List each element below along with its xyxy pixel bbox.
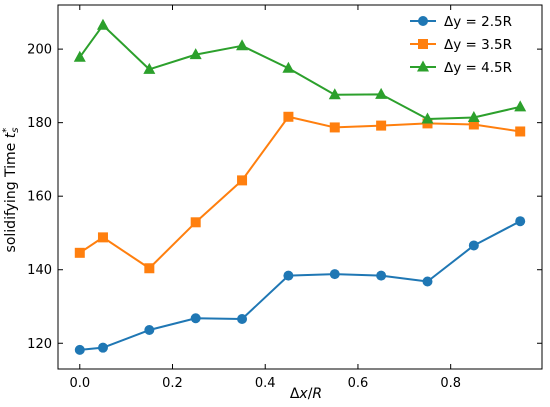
legend-marker — [418, 39, 428, 49]
plot-frame — [57, 4, 543, 370]
data-point — [73, 50, 86, 62]
x-axis-label: Δx/R — [290, 386, 322, 402]
data-point — [236, 39, 249, 51]
legend-entry-3: Δy = 4.5R — [410, 60, 512, 76]
data-point — [375, 87, 388, 99]
y-axis-label-text: solidifying Time — [3, 138, 19, 252]
y-axis-label-s: s — [10, 128, 21, 133]
data-point — [515, 216, 526, 227]
data-point — [421, 112, 434, 124]
y-axis-label-star: * — [1, 128, 12, 133]
data-point — [189, 48, 202, 60]
data-point — [283, 270, 294, 281]
data-point — [329, 122, 340, 133]
x-tick-label: 0.8 — [440, 376, 461, 391]
legend-label: Δy = 4.5R — [444, 60, 512, 76]
legend-marker — [418, 16, 428, 26]
x-tick-label: 0.4 — [255, 376, 276, 391]
data-point — [376, 270, 387, 281]
y-axis-label: solidifying Time t*s — [1, 128, 21, 253]
data-point — [283, 111, 294, 122]
series-layer — [73, 18, 527, 355]
legend-entry-2: Δy = 3.5R — [410, 37, 512, 53]
legend-label: Δy = 3.5R — [444, 37, 512, 53]
data-point — [422, 276, 433, 287]
data-point — [328, 88, 341, 100]
y-axis-label-t: t — [3, 132, 19, 138]
y-tick-label: 140 — [27, 263, 52, 278]
y-tick-label: 120 — [27, 337, 52, 352]
data-point — [237, 313, 248, 324]
x-axis-label-delta: Δ — [290, 386, 300, 402]
data-point — [96, 18, 109, 30]
data-point — [74, 247, 85, 258]
x-axis-label-x: x — [298, 386, 308, 402]
data-point — [74, 344, 85, 355]
legend: Δy = 2.5R Δy = 3.5R Δy = 4.5R — [410, 14, 512, 76]
y-tick-label: 180 — [27, 116, 52, 131]
plot-area — [57, 4, 543, 370]
x-tick-label: 0.0 — [69, 376, 90, 391]
x-tick-label: 0.6 — [348, 376, 369, 391]
data-point — [144, 325, 155, 336]
data-point — [282, 61, 295, 73]
series-3 — [73, 18, 527, 124]
legend-marker — [417, 60, 429, 72]
data-point — [468, 119, 479, 130]
data-point — [515, 126, 526, 137]
legend-entry-1: Δy = 2.5R — [410, 14, 512, 30]
data-point — [468, 240, 479, 251]
data-point — [190, 217, 201, 228]
data-point — [376, 120, 387, 131]
data-point — [190, 313, 201, 324]
data-point — [237, 175, 248, 186]
data-point — [97, 342, 108, 353]
x-axis-label-slash: / — [308, 386, 313, 402]
data-point — [514, 100, 527, 112]
data-point — [329, 269, 340, 280]
legend-label: Δy = 2.5R — [444, 14, 512, 30]
x-tick-label: 0.2 — [162, 376, 183, 391]
data-point — [97, 232, 108, 243]
data-point — [144, 263, 155, 274]
data-point — [143, 62, 156, 74]
data-point — [467, 111, 480, 123]
y-axis: 120 140 160 180 200 — [27, 43, 542, 352]
series-line — [79, 115, 521, 270]
series-1 — [74, 216, 526, 355]
x-axis-label-r: R — [312, 386, 322, 402]
y-tick-label: 160 — [27, 190, 52, 205]
series-2 — [74, 111, 526, 274]
x-axis: 0.0 0.2 0.4 0.6 0.8 — [69, 5, 461, 391]
y-tick-label: 200 — [27, 43, 52, 58]
